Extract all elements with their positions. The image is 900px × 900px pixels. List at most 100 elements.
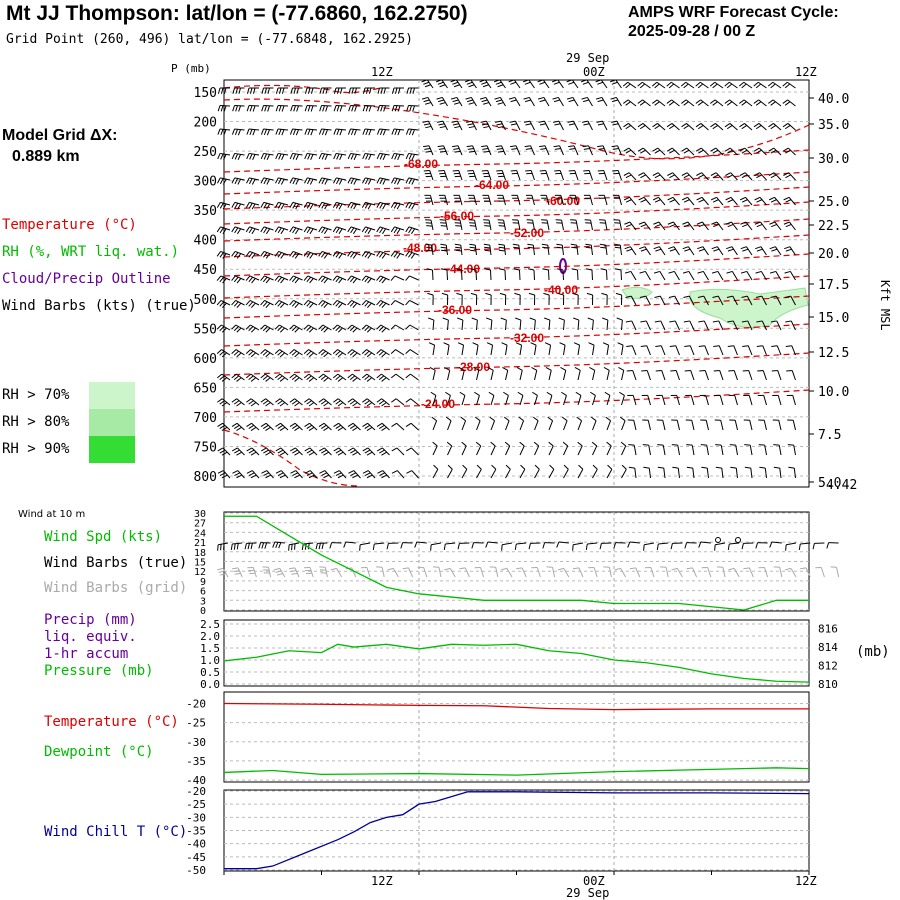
wind-barb-flag [501, 342, 508, 346]
wind-barb-flag [568, 81, 575, 85]
wind-barb [657, 123, 666, 131]
legend-cloud: Cloud/Precip Outline [2, 271, 171, 287]
temperature-tick-label: -25 [186, 717, 206, 730]
wind-barb [573, 542, 584, 546]
wind-barb [234, 250, 245, 256]
wind-barb [263, 201, 274, 206]
wind-barb-flag [347, 300, 352, 306]
wind-barb-flag [274, 226, 279, 233]
wind-barb-flag [362, 398, 368, 403]
wind-barb-flag [336, 105, 340, 112]
wind-barb-flag [683, 101, 689, 106]
wind-barb [394, 177, 405, 181]
wind-barb-flag [573, 342, 580, 346]
wind-barb [793, 445, 796, 456]
wind-barb-flag [379, 202, 384, 209]
wind-barb-flag [425, 102, 432, 105]
wind-barb-flag [280, 203, 285, 210]
wind-barb-flag [456, 292, 463, 296]
wind-barb-flag [666, 147, 673, 152]
wind-barb-flag [324, 154, 329, 161]
wind-barb-flag [741, 199, 748, 203]
wind-barb-flag [294, 543, 296, 550]
wind-barb [457, 120, 463, 131]
wind-barb-flag [217, 422, 223, 427]
wind-barb [791, 370, 796, 381]
grid-point-info: Grid Point (260, 496) lat/lon = (-77.684… [6, 32, 413, 47]
wind-barb-flag [698, 149, 704, 154]
wind-barb [673, 221, 680, 231]
wind-barb-flag [275, 470, 282, 474]
wind-barb-flag [222, 178, 227, 185]
wind-barb-flag [544, 342, 551, 346]
wind-barb-flag [544, 317, 551, 321]
wind-barb-flag [567, 120, 574, 123]
wind-barb-flag [338, 253, 343, 259]
temperature-tick-label: -40 [186, 774, 206, 787]
wind-barb [366, 398, 376, 406]
wind-barb [658, 542, 669, 545]
wind-barb-flag [223, 543, 225, 550]
wind-barb [394, 201, 405, 206]
wind-barb-flag [339, 154, 343, 161]
wind-barb-flag [381, 402, 387, 407]
wind-barb-flag [279, 474, 286, 479]
wind-barb-flag [494, 96, 501, 100]
wind-barb [644, 246, 651, 256]
wind-barb-flag [222, 253, 227, 259]
temperature-line [223, 702, 809, 711]
wind-barb [350, 177, 361, 181]
wind-barb [264, 275, 274, 281]
wind-barb [352, 422, 361, 431]
wind-barb [447, 345, 450, 356]
wind-barb [534, 395, 538, 406]
wind-barb-flag [556, 243, 563, 246]
wind-barb-flag [727, 248, 734, 252]
wind-barb-flag [514, 543, 517, 551]
wind-barb-flag [248, 375, 254, 381]
wind-barb-flag [323, 278, 329, 284]
wind-barb-flag [261, 542, 265, 549]
wind-barb-flag [234, 129, 239, 136]
wind-barb [323, 422, 332, 431]
wind-barb-flag [624, 270, 631, 274]
wind-barb [446, 269, 448, 281]
wind-barb [532, 220, 535, 231]
wind-barb-flag [739, 196, 746, 201]
wind-barb-flag [470, 292, 477, 296]
wind-barb [606, 345, 610, 356]
wind-barb-flag [217, 128, 221, 135]
wind-barb-flag [352, 377, 358, 382]
wind-barb-flag [474, 416, 481, 422]
wind-barb [632, 395, 637, 406]
wind-barb-flag [474, 391, 480, 396]
wind-barb-flag [669, 345, 676, 347]
wind-barb-flag [379, 472, 386, 476]
wind-barb [650, 567, 655, 578]
wind-barb-flag [236, 474, 243, 479]
wind-barb-flag [350, 449, 356, 454]
wind-barb [461, 395, 466, 406]
wind-barb-flag [350, 472, 357, 476]
wind-barb-flag [610, 96, 617, 100]
wind-barb-flag [785, 174, 791, 179]
wind-barb-flag [376, 202, 381, 208]
wind-barb [495, 567, 499, 578]
wind-barb [307, 128, 318, 131]
wind-barb-flag [826, 542, 830, 549]
wind-barb-flag [755, 83, 762, 89]
wind-barb-flag [454, 150, 461, 153]
height-tick-label: 10.0 [818, 385, 849, 400]
wind-barb [416, 541, 427, 544]
wind-barb [714, 99, 724, 107]
wind-barb-flag [578, 464, 584, 470]
wind-barb [703, 295, 709, 306]
wind-barb-flag [615, 268, 622, 271]
wind-barb [293, 275, 303, 281]
wind-barb-flag [711, 270, 718, 274]
wind-barb-flag [524, 81, 531, 85]
legend-rh80: RH > 80% [2, 414, 70, 430]
wind-barb-flag [651, 81, 658, 87]
wind-barb-flag [683, 320, 690, 323]
wind-barb [700, 541, 711, 544]
